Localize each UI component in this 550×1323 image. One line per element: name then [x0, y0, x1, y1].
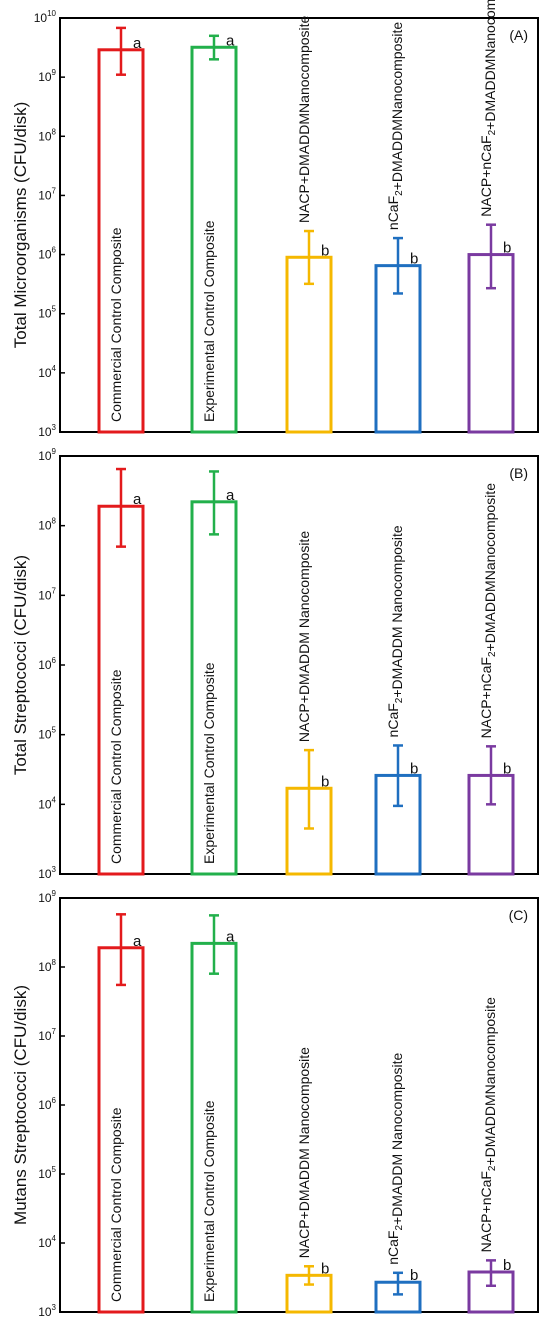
- significance-letter: b: [503, 240, 511, 257]
- bar-label: NACP+DMADDMNanocomposite: [296, 15, 312, 223]
- y-tick-label: 108: [38, 127, 56, 143]
- y-tick-label: 103: [38, 865, 56, 881]
- y-tick-label: 103: [38, 423, 56, 439]
- bar-label: Commercial Control Composite: [108, 669, 124, 864]
- bar-group: b NACP+DMADDM Nanocomposite: [285, 531, 333, 876]
- significance-letter: b: [321, 773, 329, 790]
- y-tick-label: 106: [38, 1096, 56, 1112]
- bar-label: Experimental Control Composite: [201, 662, 217, 864]
- panel-tag: (C): [509, 907, 528, 923]
- y-tick-label: 105: [38, 1165, 56, 1181]
- y-tick-label: 106: [38, 656, 56, 672]
- y-tick-label: 108: [38, 958, 56, 974]
- y-tick-label: 107: [38, 586, 56, 602]
- bar-group: b NACP+nCaF2+DMADDMNanocomposite: [467, 997, 515, 1314]
- significance-letter: b: [410, 1267, 418, 1284]
- y-axis-label: Mutans Streptococci (CFU/disk): [11, 985, 30, 1225]
- significance-letter: a: [133, 491, 142, 508]
- bar-group: b NACP+DMADDMNanocomposite: [285, 15, 333, 434]
- significance-letter: a: [226, 928, 235, 945]
- significance-letter: b: [503, 760, 511, 777]
- panel-c: 103 104 105 106 107 108 109 Mutans Streptococci…: [11, 889, 539, 1319]
- significance-letter: a: [133, 933, 142, 950]
- bar-label: Commercial Control Composite: [108, 1107, 124, 1302]
- significance-letter: b: [321, 242, 329, 259]
- y-axis-label: Total Microorganisms (CFU/disk): [11, 102, 30, 349]
- y-tick-label: 107: [38, 1027, 56, 1043]
- significance-letter: b: [503, 1257, 511, 1274]
- y-tick-label: 104: [38, 364, 56, 380]
- bar-label: NACP+nCaF2+DMADDMNanocomposite: [478, 483, 498, 739]
- panel-a: 103 104 105 106 107 108 109 1010 Total Microorga…: [11, 0, 539, 439]
- y-tick-label: 109: [38, 447, 56, 463]
- y-tick-label: 105: [38, 305, 56, 321]
- y-tick-label: 109: [38, 68, 56, 84]
- bar-group: a Experimental Control Composite: [190, 32, 238, 434]
- significance-letter: a: [226, 487, 235, 504]
- y-tick-label: 105: [38, 726, 56, 742]
- bar-label: Experimental Control Composite: [201, 220, 217, 422]
- bar-label: nCaF2+DMADDMNanocomposite: [385, 22, 405, 230]
- bar-label: Experimental Control Composite: [201, 1100, 217, 1302]
- significance-letter: b: [410, 760, 418, 777]
- y-axis-label: Total Streptococci (CFU/disk): [11, 555, 30, 775]
- bar-label: NACP+DMADDM Nanocomposite: [296, 1047, 312, 1258]
- bar-group: b nCaF2+DMADDM Nanocomposite: [374, 1052, 422, 1314]
- bar-group: b NACP+DMADDM Nanocomposite: [285, 1047, 333, 1314]
- significance-letter: b: [410, 251, 418, 268]
- significance-letter: a: [226, 32, 235, 49]
- y-tick-label: 104: [38, 795, 56, 811]
- y-tick-label: 103: [38, 1303, 56, 1319]
- bar-group: a Commercial Control Composite: [97, 913, 145, 1314]
- significance-letter: b: [321, 1260, 329, 1277]
- bar-group: a Experimental Control Composite: [190, 914, 238, 1314]
- y-tick-label: 109: [38, 889, 56, 905]
- bar-label: NACP+nCaF2+DMADDMNanocomposite: [478, 997, 498, 1253]
- bar-label: NACP+DMADDM Nanocomposite: [296, 531, 312, 742]
- bar-label: nCaF2+DMADDM Nanocomposite: [385, 1052, 405, 1264]
- bar-group: b NACP+nCaF2+DMADDMNanocomposite: [467, 483, 515, 876]
- bar-group: a Experimental Control Composite: [190, 470, 238, 876]
- panel-tag: (B): [509, 465, 528, 481]
- bar-group: b nCaF2+DMADDM Nanocomposite: [374, 525, 422, 876]
- panel-b: 103 104 105 106 107 108 109 Total Streptococci …: [11, 447, 539, 881]
- bar-label: nCaF2+DMADDM Nanocomposite: [385, 525, 405, 737]
- bar-label: NACP+nCaF2+DMADDMNanocomposite: [478, 0, 498, 217]
- panel-tag: (A): [509, 27, 528, 43]
- bar-group: a Commercial Control Composite: [97, 467, 145, 876]
- y-tick-label: 106: [38, 246, 56, 262]
- y-tick-label: 104: [38, 1234, 56, 1250]
- significance-letter: a: [133, 35, 142, 52]
- bar-group: b NACP+nCaF2+DMADDMNanocomposite: [467, 0, 515, 434]
- bar-group: a Commercial Control Composite: [97, 26, 145, 434]
- bar-label: Commercial Control Composite: [108, 227, 124, 422]
- bar-group: b nCaF2+DMADDMNanocomposite: [374, 22, 422, 434]
- y-tick-label: 1010: [34, 9, 57, 25]
- y-tick-label: 107: [38, 186, 56, 202]
- y-tick-label: 108: [38, 517, 56, 533]
